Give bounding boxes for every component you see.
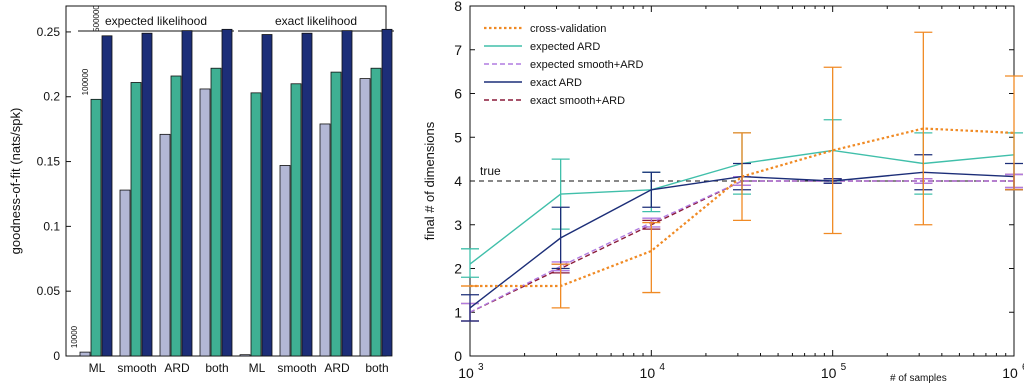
bar-y-axis: 0 0.05 0.1 0.15 0.2 0.25 — [37, 25, 71, 363]
line-x-axis-label: # of samples — [890, 373, 947, 384]
line-y-tick-label: 6 — [454, 86, 462, 102]
line-y-axis-label: final # of dimensions — [422, 121, 437, 240]
bar — [199, 88, 211, 357]
bar — [370, 67, 382, 357]
line-x-axis: 103104105106 — [458, 6, 1024, 381]
legend-label: expected ARD — [530, 41, 600, 53]
legend-label: exact smooth+ARD — [530, 95, 625, 107]
line-y-tick-label: 7 — [454, 42, 462, 58]
bar — [381, 28, 393, 357]
bar — [279, 165, 291, 357]
bar-x-axis: ML smooth ARD both ML smooth ARD both — [89, 361, 389, 375]
error-bar — [823, 66, 842, 235]
series-cross-validation — [461, 31, 1023, 309]
bar-x-tick-label: both — [365, 361, 388, 375]
bar-x-tick-label: ML — [89, 361, 106, 375]
bar-series-label: 500000 — [92, 5, 101, 32]
bar-y-tick-label: 0.1 — [43, 219, 60, 233]
line-x-tick-label: 10 3 — [458, 362, 484, 381]
error-bar — [461, 248, 479, 278]
bar-y-tick-label: 0.15 — [37, 155, 61, 169]
line-x-tick-exponent: 6 — [1022, 362, 1024, 373]
bar — [221, 28, 233, 357]
line-y-tick-label: 1 — [454, 304, 462, 320]
bar — [250, 92, 262, 357]
bar — [359, 78, 371, 357]
bar-x-tick-label: smooth — [117, 361, 156, 375]
bar — [261, 34, 273, 357]
bar-y-tick-label: 0.25 — [37, 25, 61, 39]
bar — [79, 351, 91, 357]
line-x-tick-label: 10 6 — [1002, 362, 1024, 381]
error-bar — [733, 132, 752, 222]
bar-series — [79, 28, 393, 357]
bar-chart-panel: 0 0.05 0.1 0.15 0.2 0.25 goodness-of-fit (nat… — [8, 5, 394, 375]
bar — [170, 75, 182, 357]
bar — [239, 354, 251, 357]
bar — [119, 189, 131, 357]
bar-y-tick-label: 0 — [53, 349, 60, 363]
error-bar — [642, 171, 661, 208]
bar-series-label: 100000 — [81, 68, 90, 95]
bar — [90, 98, 102, 357]
error-bar — [551, 206, 570, 270]
line-x-tick-exponent: 4 — [659, 362, 665, 373]
line-x-tick-exponent: 5 — [841, 362, 847, 373]
bar — [319, 123, 331, 357]
line-y-tick-label: 3 — [454, 217, 462, 233]
bar — [181, 30, 193, 357]
legend-label: cross-validation — [530, 23, 606, 35]
bar-group-label: exact likelihood — [275, 14, 357, 28]
line-x-tick-base: 10 — [458, 365, 474, 381]
bar — [301, 32, 313, 357]
legend-label: expected smooth+ARD — [530, 59, 643, 71]
bar-x-tick-label: both — [205, 361, 228, 375]
line-y-tick-label: 5 — [454, 129, 462, 145]
line-x-tick-base: 10 — [1002, 365, 1018, 381]
bar — [101, 35, 113, 357]
line-y-tick-label: 0 — [454, 348, 462, 364]
line-x-tick-base: 10 — [821, 365, 837, 381]
error-bar — [551, 263, 570, 309]
bar-group-labels: expected likelihood exact likelihood — [78, 14, 394, 32]
bar — [141, 32, 153, 357]
line-x-tick-label: 10 5 — [821, 362, 847, 381]
bar-x-tick-label: ARD — [164, 361, 190, 375]
bar — [130, 82, 142, 357]
true-line-label: true — [480, 164, 501, 178]
bar-series-labels: 10000 100000 500000 — [70, 5, 101, 349]
bar-y-axis-label: goodness-of-fit (nats/spk) — [8, 108, 23, 255]
bar — [290, 83, 302, 357]
bar-y-tick-label: 0.2 — [43, 90, 60, 104]
bar-x-tick-label: ARD — [324, 361, 350, 375]
line-y-tick-label: 8 — [454, 0, 462, 14]
line-y-tick-label: 2 — [454, 261, 462, 277]
legend-label: exact ARD — [530, 77, 582, 89]
legend: cross-validation expected ARD expected smo… — [484, 23, 643, 107]
bar-series-label: 10000 — [70, 325, 79, 348]
bar-x-tick-label: smooth — [277, 361, 316, 375]
error-bar — [1005, 75, 1023, 191]
line-x-tick-base: 10 — [640, 365, 656, 381]
bar-y-tick-label: 0.05 — [37, 284, 61, 298]
bar — [159, 133, 171, 357]
bar — [330, 71, 342, 357]
line-series — [461, 31, 1023, 322]
error-bar — [461, 294, 479, 322]
bar — [341, 30, 353, 357]
line-x-tick-label: 10 4 — [640, 362, 666, 381]
bar — [210, 67, 222, 357]
line-x-tick-exponent: 3 — [478, 362, 484, 373]
bar-group-label: expected likelihood — [105, 14, 207, 28]
line-y-tick-label: 4 — [454, 173, 462, 189]
error-bar — [642, 221, 661, 294]
error-bar — [914, 31, 933, 226]
bar-x-tick-label: ML — [249, 361, 266, 375]
